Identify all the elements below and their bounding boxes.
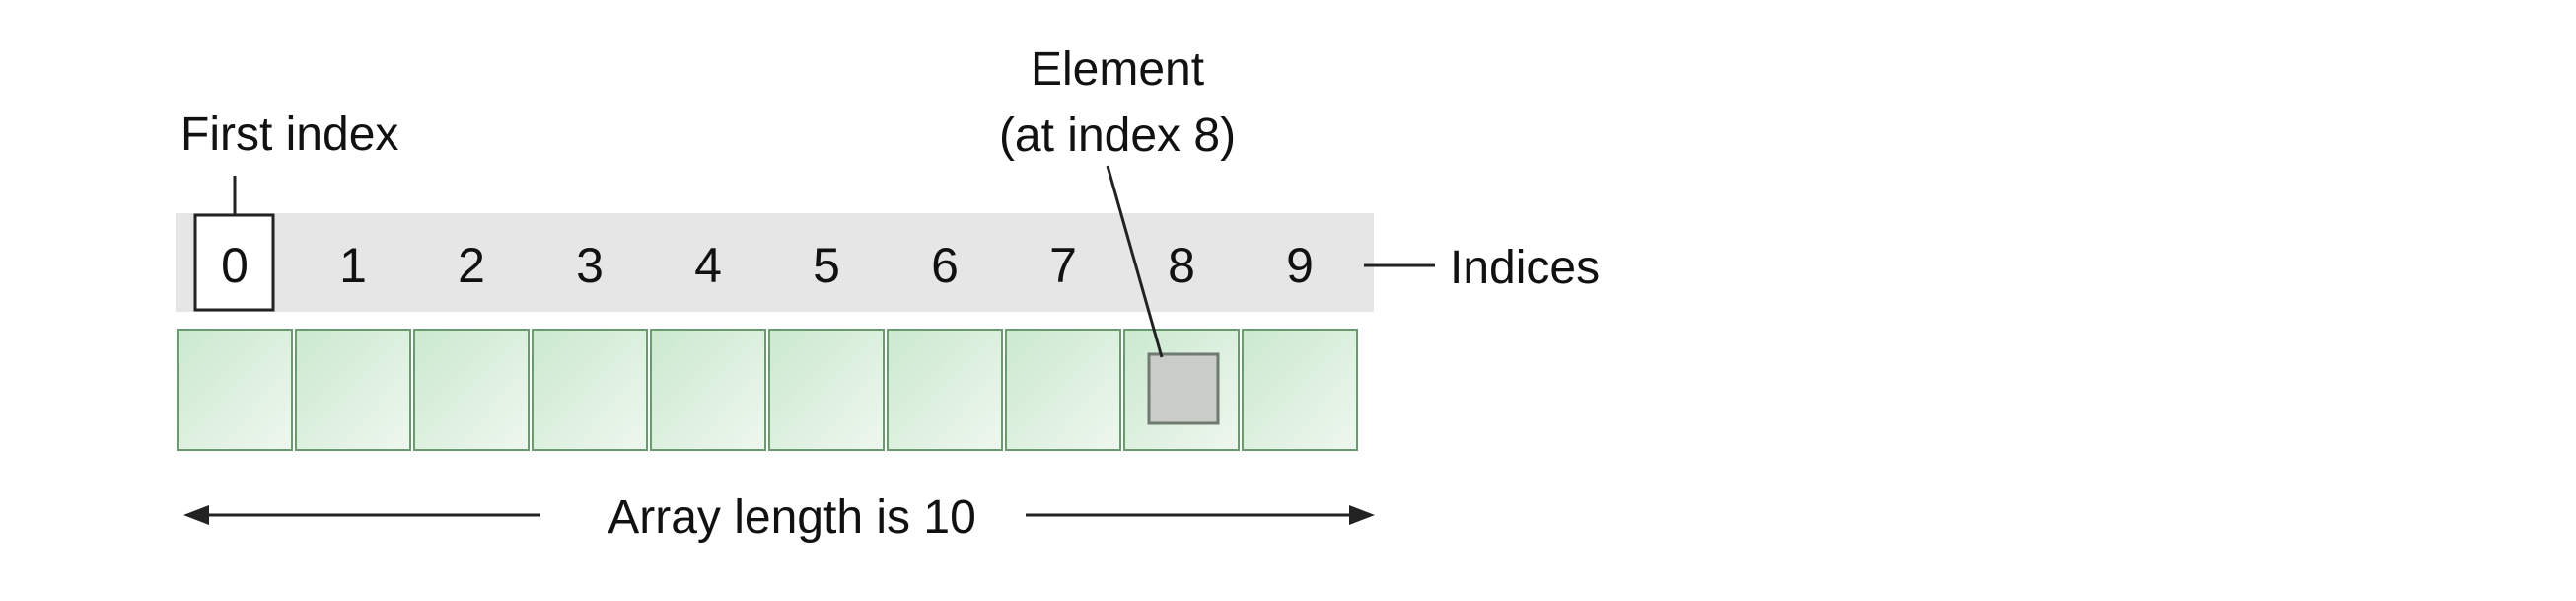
index-label-0: 0 <box>221 238 249 293</box>
index-label-1: 1 <box>339 238 367 293</box>
array-cell-2 <box>413 329 530 451</box>
index-label-5: 5 <box>813 238 840 293</box>
array-cell-7 <box>1005 329 1121 451</box>
array-length-right-arrowhead <box>1349 505 1375 525</box>
highlighted-element <box>1147 352 1220 425</box>
array-length-left-arrowhead <box>183 505 209 525</box>
indices-label: Indices <box>1450 242 1600 294</box>
index-label-8: 8 <box>1168 238 1195 293</box>
array-cells <box>177 329 1358 451</box>
index-label-3: 3 <box>576 238 604 293</box>
index-label-4: 4 <box>694 238 722 293</box>
array-length-label: Array length is 10 <box>608 491 976 544</box>
array-cell-5 <box>768 329 885 451</box>
array-cell-1 <box>295 329 411 451</box>
array-cell-0 <box>177 329 293 451</box>
element-label-line1: Element <box>1031 43 1204 96</box>
array-cell-3 <box>532 329 648 451</box>
index-label-6: 6 <box>931 238 959 293</box>
first-index-label: First index <box>180 109 398 161</box>
array-cell-9 <box>1242 329 1358 451</box>
array-cell-6 <box>887 329 1003 451</box>
index-label-7: 7 <box>1049 238 1077 293</box>
first-index-box <box>193 213 275 312</box>
index-label-2: 2 <box>458 238 485 293</box>
array-cell-4 <box>650 329 766 451</box>
index-label-9: 9 <box>1286 238 1314 293</box>
element-label-line2: (at index 8) <box>999 110 1236 162</box>
indices-row: 0 1 2 3 4 5 6 7 8 9 <box>221 238 1314 293</box>
element-pointer-line <box>1106 165 1164 358</box>
indices-band <box>176 213 1374 312</box>
